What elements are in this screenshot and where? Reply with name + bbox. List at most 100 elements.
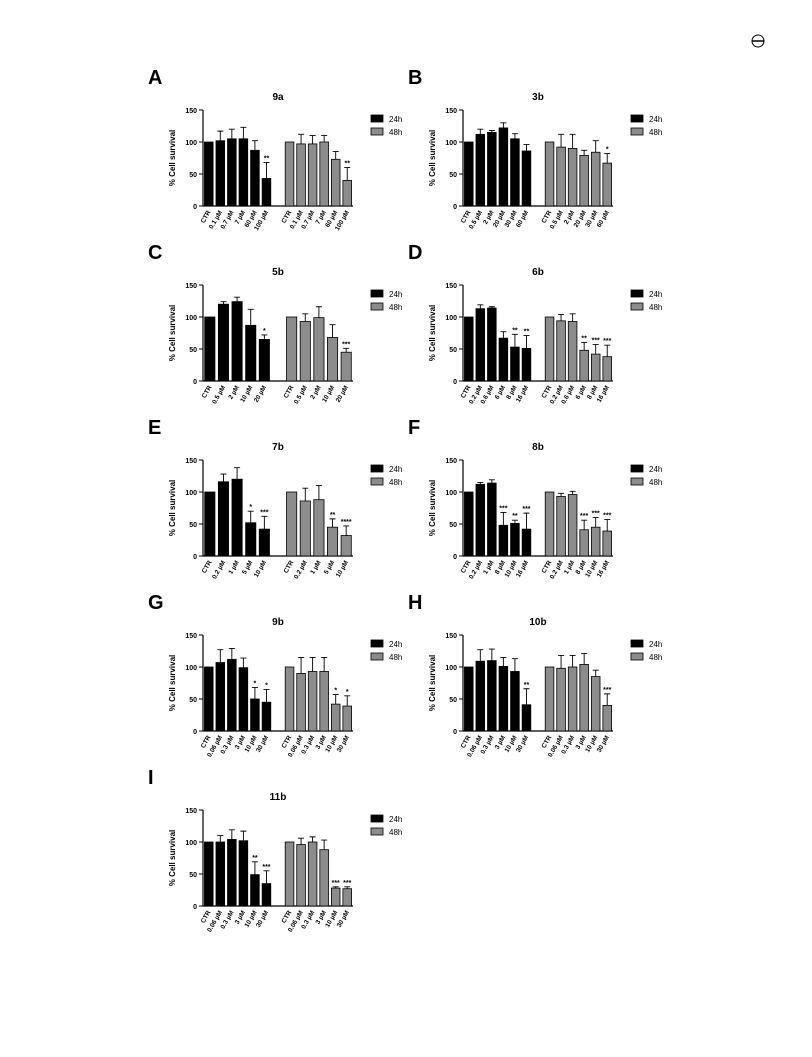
y-tick-label: 150 (445, 108, 457, 115)
bar (250, 698, 260, 732)
y-tick-label: 0 (193, 729, 197, 736)
legend-swatch (370, 477, 384, 486)
bar (510, 138, 520, 207)
error-bar (217, 130, 224, 141)
bar (487, 660, 497, 732)
significance-label: ** (330, 512, 336, 519)
y-tick-label: 50 (189, 172, 197, 179)
significance-label: * (606, 147, 609, 154)
y-tick-label: 0 (453, 729, 457, 736)
panel-letter: H (408, 592, 422, 614)
significance-label: ** (512, 513, 518, 520)
significance-label: *** (343, 880, 351, 887)
bar (204, 141, 214, 207)
y-tick-label: 0 (453, 379, 457, 386)
legend-label: 48h (389, 478, 402, 487)
legend-label: 48h (649, 128, 662, 137)
error-bar (488, 648, 495, 661)
significance-label: *** (332, 880, 340, 887)
bar (215, 140, 226, 207)
bar (319, 141, 329, 207)
y-axis-label: % Cell survival (428, 655, 437, 711)
error-bar (332, 886, 339, 889)
y-axis-label: % Cell survival (168, 655, 177, 711)
error-bar (604, 693, 611, 706)
bar (327, 526, 339, 557)
bar (521, 347, 532, 382)
error-bar (558, 133, 565, 148)
bar (475, 133, 486, 207)
error-bar (247, 308, 254, 326)
bar (498, 127, 509, 207)
error-bar (500, 122, 507, 128)
bar (487, 307, 497, 382)
error-bar (511, 519, 518, 524)
bar (498, 665, 509, 732)
error-bar (592, 669, 599, 677)
bar (567, 666, 578, 732)
error-bar (523, 512, 530, 530)
bar (340, 535, 352, 557)
significance-label: ** (264, 155, 270, 162)
significance-label: * (254, 680, 257, 687)
panel-letter: E (148, 417, 161, 439)
significance-label: *** (580, 513, 588, 520)
y-tick-label: 0 (193, 554, 197, 561)
bar (296, 143, 306, 207)
bar (227, 138, 237, 207)
chart-title: 8b (532, 442, 544, 453)
legend-swatch (370, 464, 384, 473)
panel-letter: D (408, 242, 422, 264)
error-bar (500, 656, 507, 667)
y-tick-label: 50 (449, 347, 457, 354)
legend-swatch (370, 302, 384, 311)
significance-label: ** (524, 329, 530, 336)
error-bar (604, 519, 611, 532)
error-bar (240, 126, 247, 139)
bar (284, 841, 295, 907)
x-tick-label: 2 µM (309, 385, 322, 401)
legend-swatch (630, 114, 644, 123)
panel-letter: I (148, 767, 154, 789)
panel-letter: F (408, 417, 420, 439)
x-tick-label: 0.5 µM (293, 385, 309, 406)
error-bar (488, 306, 495, 309)
error-bar (263, 162, 270, 179)
error-bar (500, 331, 507, 339)
error-bar (511, 333, 518, 348)
legend-label: 24h (649, 640, 662, 649)
bar (510, 522, 520, 557)
error-bar (523, 335, 530, 349)
x-tick-label: CTR (283, 384, 296, 399)
bar (330, 158, 341, 207)
error-bar (261, 334, 268, 340)
bar (284, 141, 295, 207)
y-tick-label: 150 (445, 458, 457, 465)
significance-label: ** (345, 161, 351, 168)
bar (215, 841, 226, 907)
bar (498, 337, 509, 382)
bar (602, 162, 612, 207)
y-tick-label: 50 (189, 872, 197, 879)
bar (567, 147, 578, 207)
error-bar (309, 135, 316, 144)
legend-label: 48h (389, 653, 402, 662)
error-bar (220, 301, 227, 305)
error-bar (315, 306, 322, 318)
bar (579, 664, 589, 732)
bar (544, 666, 555, 732)
legend-swatch (630, 639, 644, 648)
error-bar (220, 473, 227, 482)
bar (590, 676, 601, 732)
y-tick-label: 100 (185, 665, 197, 672)
y-tick-label: 50 (449, 697, 457, 704)
legend-label: 24h (649, 290, 662, 299)
bar (258, 528, 270, 557)
error-bar (581, 342, 588, 351)
y-tick-label: 50 (189, 347, 197, 354)
legend-swatch (630, 652, 644, 661)
chart-title: 10b (529, 617, 546, 628)
y-tick-label: 0 (193, 904, 197, 911)
error-bar (329, 324, 336, 338)
chart-title: 9b (272, 617, 284, 628)
